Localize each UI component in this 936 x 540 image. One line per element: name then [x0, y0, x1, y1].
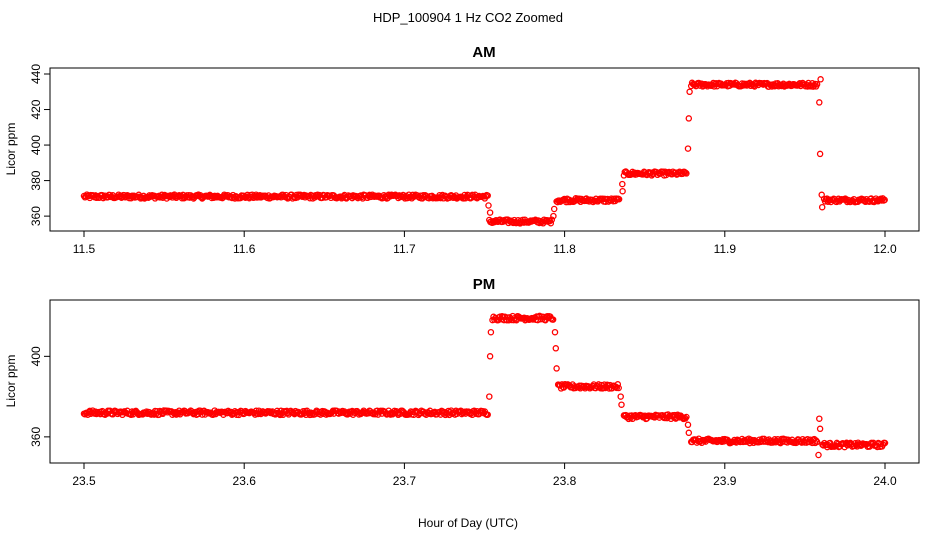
am-y-tick-label: 420 [29, 99, 43, 119]
am-data-point [484, 192, 491, 199]
am-data-points [80, 76, 888, 227]
pm-plot-frame [49, 299, 920, 464]
am-y-axis-label: Licor ppm [4, 123, 18, 176]
am-data-point [684, 145, 692, 152]
pm-y-tick-label: 360 [29, 427, 43, 447]
pm-x-tick-label: 24.0 [873, 474, 897, 488]
pm-x-tick-label: 23.9 [713, 474, 737, 488]
am-y-tick-label: 380 [29, 170, 43, 190]
pm-data-point [813, 438, 821, 446]
am-data-point [550, 212, 557, 220]
pm-x-tick-label: 23.5 [72, 474, 96, 488]
am-data-point [816, 99, 823, 106]
am-data-point [615, 195, 623, 203]
pm-data-point [816, 415, 823, 422]
am-data-point [816, 150, 824, 158]
am-y-tick-label: 440 [29, 64, 43, 84]
am-data-point [178, 194, 186, 202]
pm-data-point [816, 425, 824, 433]
am-data-point [485, 202, 492, 209]
pm-x-tick-label: 23.6 [233, 474, 257, 488]
pm-data-point [549, 316, 557, 323]
am-y-tick-label: 400 [29, 135, 43, 155]
pm-data-point [486, 353, 494, 360]
am-data-point [686, 88, 693, 96]
am-x-tick-label: 11.6 [233, 242, 256, 256]
pm-data-point [551, 328, 559, 336]
pm-data-point [683, 413, 690, 421]
pm-data-point [614, 381, 622, 388]
am-data-point [683, 170, 690, 177]
pm-data-point [486, 393, 493, 400]
pm-data-point [881, 439, 889, 447]
pm-data-points [80, 312, 889, 459]
pm-panel: PM Licor ppm 23.5 23.6 23.7 23.8 23.9 24.0 36… [4, 276, 920, 488]
am-x-tick-label: 11.5 [73, 242, 96, 256]
am-y-tick-label: 360 [29, 206, 43, 226]
pm-data-point [617, 393, 624, 400]
am-data-point [813, 81, 821, 88]
pm-data-point [815, 451, 822, 459]
am-data-point [486, 209, 494, 216]
am-data-point [619, 180, 626, 188]
am-data-point [818, 191, 825, 199]
pm-x-axis: 23.5 23.6 23.7 23.8 23.9 24.0 [72, 463, 897, 488]
pm-y-tick-label: 400 [29, 346, 43, 366]
am-x-axis: 11.5 11.6 11.7 11.8 11.9 12.0 [73, 231, 897, 256]
am-data-point [548, 216, 556, 223]
am-data-point [619, 187, 626, 195]
pm-x-tick-label: 23.8 [553, 474, 577, 488]
am-data-point [550, 205, 558, 213]
pm-data-point [684, 421, 692, 429]
am-data-point [818, 203, 826, 211]
am-x-tick-label: 11.7 [393, 242, 416, 256]
pm-y-axis: 360 400 [29, 346, 50, 447]
am-data-point [881, 196, 888, 204]
am-x-tick-label: 11.8 [553, 242, 576, 256]
pm-data-point [615, 384, 622, 392]
am-data-point [817, 76, 824, 83]
am-panel: AM Licor ppm 11.5 11.6 11.7 11.8 11.9 12.0 36… [4, 44, 920, 256]
pm-data-point [553, 365, 560, 372]
am-plot-frame [49, 67, 920, 232]
pm-x-tick-label: 23.7 [393, 474, 417, 488]
x-axis-label: Hour of Day (UTC) [418, 516, 518, 530]
am-y-axis: 360 380 400 420 440 [29, 64, 50, 226]
pm-data-point [685, 429, 693, 437]
am-data-point [547, 219, 555, 227]
pm-y-axis-label: Licor ppm [4, 355, 18, 408]
pm-panel-title: PM [473, 276, 496, 293]
am-x-tick-label: 11.9 [714, 242, 737, 256]
am-panel-title: AM [472, 44, 495, 61]
am-x-tick-label: 12.0 [873, 242, 897, 256]
figure-title: HDP_100904 1 Hz CO2 Zoomed [373, 10, 563, 25]
pm-data-point [552, 345, 560, 352]
pm-data-point [484, 411, 491, 418]
pm-data-point [618, 401, 625, 408]
pm-data-point [487, 328, 495, 336]
am-data-point [685, 115, 693, 122]
